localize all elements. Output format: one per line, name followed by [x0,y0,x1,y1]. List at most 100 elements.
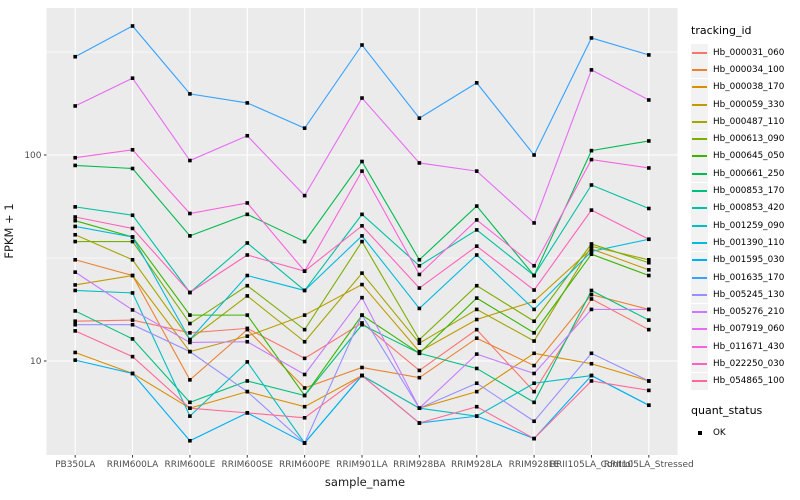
legend-item-label: Hb_000661_250 [713,168,785,179]
legend-item: Hb_000613_090 [691,130,799,148]
data-point-marker [589,242,594,246]
data-point-marker [532,319,536,324]
data-point-marker [302,126,307,130]
data-point-marker [647,268,651,272]
data-point-marker [302,404,307,409]
series-color-line-icon [692,311,707,314]
data-point-marker [73,329,77,333]
legend-key-line-icon [691,234,708,252]
legend-key-line-icon [691,61,708,79]
series-color-line-icon [692,51,707,54]
data-point-marker [589,361,594,366]
data-point-marker [589,247,594,251]
data-point-marker [188,211,192,216]
data-point-marker [188,414,192,418]
series-color-line-icon [692,138,707,141]
legend-item-label: Hb_000645_050 [713,151,785,162]
data-point-marker [532,436,536,441]
legend-item: OK [691,424,799,441]
legend-item: Hb_000059_330 [691,96,799,114]
data-point-marker [302,327,307,332]
legend-title-quant-status: quant_status [691,403,763,417]
data-point-marker [417,337,422,342]
data-point-marker [188,378,192,382]
data-point-marker [73,283,77,287]
data-point-marker [245,339,250,344]
data-point-marker [474,81,479,85]
data-point-marker [417,406,422,411]
data-point-marker [73,257,77,262]
x-tick-label: RRIM600LA [107,460,159,470]
legend-item-label: OK [713,427,726,438]
series-color-line-icon [692,276,707,279]
data-point-marker [647,257,651,262]
data-point-marker [188,337,192,342]
data-point-marker [130,24,135,28]
data-point-marker [73,232,77,237]
legend-item: Hb_005245_130 [691,286,799,304]
data-point-marker [245,389,250,394]
legend-key-line-icon [691,372,708,390]
series-color-line-icon [692,259,707,262]
data-point-marker [245,379,250,383]
data-point-marker [532,153,536,157]
legend-item-label: Hb_000613_090 [713,134,785,145]
data-point-marker [130,166,135,171]
data-point-marker [188,406,192,411]
data-point-marker [360,365,364,370]
black-square-marker-icon [697,430,702,435]
legend-item: Hb_011671_430 [691,338,799,356]
data-point-marker [474,169,479,173]
data-point-marker [360,43,364,47]
data-point-marker [245,334,250,338]
data-point-marker [302,415,307,420]
series-color-line-icon [692,86,707,89]
legend-key-line-icon [691,251,708,269]
data-point-marker [474,283,479,288]
data-point-marker [589,68,594,72]
data-point-marker [188,290,192,295]
data-point-marker [647,98,651,102]
data-point-marker [589,297,594,301]
x-tick-label: RRIM928LE [509,460,560,470]
data-point-marker [647,273,651,278]
data-point-marker [589,307,594,312]
x-tick-label: RRIM928LA [451,460,503,470]
data-point-marker [532,339,536,343]
legend-item-label: Hb_000034_100 [713,64,785,75]
legend-items-quant-status: OK [691,424,799,441]
data-point-marker [589,252,594,256]
series-color-line-icon [692,345,707,348]
data-point-marker [130,291,135,295]
legend-item-label: Hb_007919_060 [713,324,785,335]
legend-key-line-icon [691,96,708,114]
legend-key-line-icon [691,113,708,131]
legend-key-line-icon [691,147,708,165]
x-tick-label: RRIM600LE [165,460,216,470]
data-point-marker [302,269,307,273]
series-color-line-icon [692,68,707,71]
data-point-marker [474,307,479,312]
data-point-marker [589,288,594,293]
data-point-marker [302,386,307,390]
data-point-marker [73,309,77,313]
data-point-marker [417,368,422,373]
legend-item-label: Hb_000853_420 [713,203,785,214]
legend-key-line-icon [691,286,708,304]
x-tick-label: RRIM600SE [222,460,274,470]
data-point-marker [474,218,479,222]
legend-item-label: Hb_000031_060 [713,47,785,58]
data-point-marker [245,360,250,364]
legend-key-line-icon [691,355,708,373]
data-point-marker [302,193,307,198]
data-point-marker [130,318,135,322]
data-point-marker [130,308,135,312]
x-tick-label: RRIM928BA [393,460,446,470]
data-point-marker [647,307,651,312]
data-point-marker [360,234,364,238]
data-point-marker [532,299,536,304]
data-point-marker [245,133,250,138]
data-point-marker [647,388,651,393]
